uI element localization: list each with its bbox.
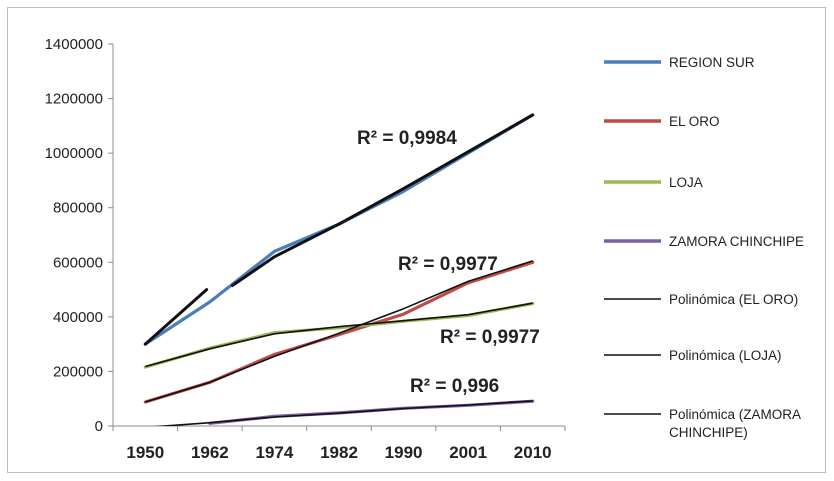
y-tick-label: 1000000 [45, 145, 103, 162]
x-tick-label: 2010 [514, 443, 552, 462]
r2-annotation: R² = 0,9984 [357, 128, 457, 149]
legend-label: Polinómica (ZAMORA [669, 407, 801, 422]
legend-label: Polinómica (LOJA) [669, 348, 782, 363]
r2-annotation: R² = 0,996 [410, 376, 499, 397]
y-tick-label: 0 [95, 418, 103, 435]
trendline-1 [145, 260, 533, 403]
region-sur-black-overlay [231, 113, 535, 287]
x-tick-label: 2001 [449, 443, 487, 462]
y-tick-label: 600000 [53, 254, 103, 271]
trendline-3 [153, 400, 533, 426]
x-tick-label: 1982 [320, 443, 358, 462]
y-tick-label: 800000 [53, 200, 103, 217]
trendline-2 [145, 302, 533, 368]
legend-label: ZAMORA CHINCHIPE [669, 234, 804, 249]
legend-entry: Polinómica (EL ORO) [604, 292, 798, 307]
x-tick-label: 1950 [126, 443, 164, 462]
r2-annotation: R² = 0,9977 [440, 327, 540, 348]
x-tick-label: 1974 [256, 443, 294, 462]
legend-entry: LOJA [604, 175, 703, 190]
legend-entry: Polinómica (ZAMORA CHINCHIPE) [604, 407, 801, 440]
legend-label: EL ORO [669, 114, 720, 129]
chart-frame [7, 7, 826, 473]
r2-annotation: R² = 0,9977 [398, 254, 498, 275]
y-tick-label: 400000 [53, 309, 103, 326]
legend-entry: EL ORO [604, 114, 720, 129]
legend-label: LOJA [669, 175, 703, 190]
x-tick-label: 1990 [385, 443, 423, 462]
legend-label: Polinómica (EL ORO) [669, 292, 798, 307]
y-tick-label: 1400000 [45, 36, 103, 53]
legend-entry: ZAMORA CHINCHIPE [604, 234, 804, 249]
legend-entry: Polinómica (LOJA) [604, 348, 782, 363]
legend-label: REGION SUR [669, 55, 755, 70]
y-tick-label: 200000 [53, 363, 103, 380]
region-sur-black-overlay [143, 288, 209, 346]
legend-label: CHINCHIPE) [669, 425, 748, 440]
y-tick-label: 1200000 [45, 91, 103, 108]
legend-entry: REGION SUR [604, 55, 755, 70]
x-tick-label: 1962 [191, 443, 229, 462]
